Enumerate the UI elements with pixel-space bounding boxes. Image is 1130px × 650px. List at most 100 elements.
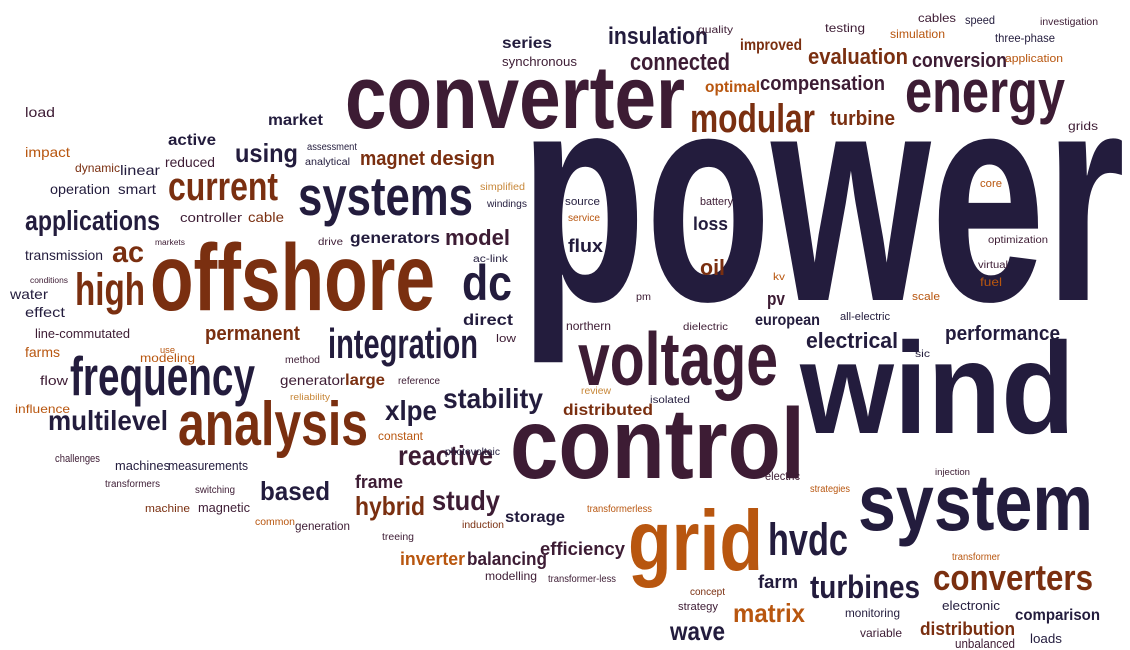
word: ac-link (473, 254, 509, 265)
word: controller (180, 210, 243, 225)
word: water (9, 286, 48, 302)
word: load (25, 104, 55, 120)
word: scale (912, 291, 940, 303)
word: pm (636, 292, 651, 303)
word: permanent (205, 323, 300, 345)
word: magnet (360, 148, 425, 170)
word: compensation (760, 73, 885, 95)
word: kv (773, 272, 785, 283)
word: active (168, 132, 216, 149)
word: converter (345, 48, 685, 148)
word: cable (248, 209, 284, 225)
word: smart (118, 181, 156, 197)
word: windings (486, 199, 527, 210)
word: reliability (290, 392, 331, 402)
word: current (168, 165, 278, 209)
word: distributed (563, 402, 653, 419)
word: treeing (382, 532, 414, 543)
word: machines (115, 458, 170, 473)
word: dielectric (683, 322, 728, 333)
word: improved (740, 37, 802, 54)
word: source (565, 196, 600, 208)
word: loads (1030, 631, 1063, 646)
word: common (255, 517, 295, 528)
word: battery (700, 196, 733, 208)
word: large (345, 372, 385, 389)
word: induction (462, 520, 504, 531)
word: influence (15, 402, 70, 416)
word: direct (463, 312, 514, 329)
word: multilevel (48, 405, 168, 436)
word: flux (568, 236, 603, 256)
word: concept (690, 587, 725, 598)
word: study (432, 485, 500, 516)
word: generators (350, 230, 440, 247)
word: all-electric (840, 311, 890, 323)
word: integration (328, 320, 478, 367)
word: line-commutated (35, 326, 130, 341)
word: operation (50, 181, 110, 197)
word: strategies (810, 484, 850, 495)
word: series (502, 35, 552, 52)
word: modular (690, 97, 815, 141)
word: converters (933, 557, 1093, 598)
word: flow (40, 373, 69, 388)
word: constant (378, 429, 424, 443)
word: transformer (952, 552, 1001, 563)
word: core (980, 178, 1002, 190)
word: based (260, 476, 330, 506)
word: electric (765, 469, 800, 483)
word: fuel (980, 275, 1002, 289)
word: generator (280, 372, 345, 388)
word: reduced (165, 154, 215, 170)
word: testing (825, 21, 865, 35)
word: applications (25, 205, 160, 236)
word: hybrid (355, 491, 425, 521)
word: efficiency (540, 539, 625, 559)
word: connected (630, 49, 730, 76)
word: stability (443, 383, 543, 414)
word: modeling (140, 351, 195, 365)
word: magnetic (198, 500, 250, 515)
word: xlpe (385, 395, 437, 426)
word: assessment (307, 142, 357, 153)
word: comparison (1015, 607, 1100, 624)
word: linear (120, 162, 160, 178)
word: service (568, 213, 600, 224)
word: analysis (178, 390, 368, 459)
word: turbine (830, 108, 895, 130)
word: dynamic (75, 161, 120, 175)
word: wind (799, 315, 1075, 461)
word: monitoring (845, 606, 900, 620)
word: drive (318, 237, 343, 248)
word: sic (915, 349, 930, 360)
word: offshore (150, 225, 435, 331)
word: voltage (578, 317, 778, 401)
word: model (445, 225, 510, 250)
word: application (1005, 53, 1063, 65)
word: virtual (978, 260, 1008, 271)
word: oil (700, 255, 725, 280)
word: injection (935, 467, 970, 477)
word: frequency (70, 345, 255, 407)
word: markets (155, 238, 185, 247)
word: measurements (168, 458, 248, 473)
word: investigation (1040, 17, 1098, 28)
word: inverter (400, 549, 465, 569)
word: reference (398, 376, 440, 387)
word: unbalanced (955, 636, 1015, 650)
word: ac (112, 236, 144, 269)
word: reactive (398, 440, 493, 471)
word: balancing (467, 549, 547, 569)
word: switching (195, 485, 235, 496)
word: transformerless (587, 504, 652, 515)
word: electrical (806, 328, 898, 353)
word: use (160, 345, 175, 355)
word: transmission (25, 247, 103, 263)
word: transformers (105, 479, 160, 490)
word: speed (965, 13, 995, 27)
word: distribution (920, 619, 1015, 639)
word: energy (905, 58, 1066, 125)
word: performance (945, 323, 1060, 345)
